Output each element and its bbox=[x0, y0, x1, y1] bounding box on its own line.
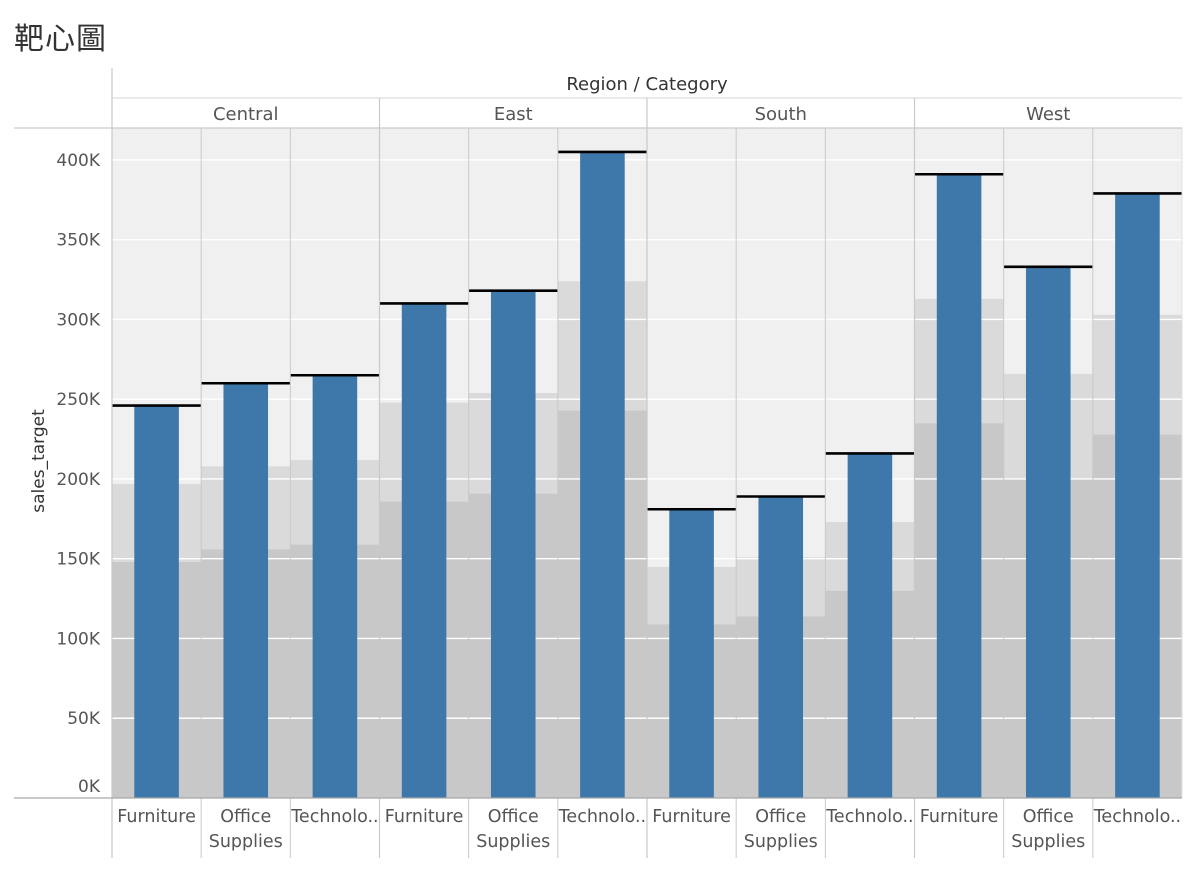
bar-central-1 bbox=[134, 405, 179, 798]
bar-west-1 bbox=[936, 174, 982, 798]
category-label: Technolo.. bbox=[1093, 807, 1181, 827]
category-label: Technolo.. bbox=[290, 807, 378, 827]
y-tick-label: 300K bbox=[56, 310, 100, 330]
y-tick-label: 100K bbox=[56, 629, 100, 649]
region-label-east: East bbox=[494, 104, 533, 125]
category-label: Technolo.. bbox=[825, 807, 913, 827]
y-tick-label: 400K bbox=[56, 151, 100, 171]
y-tick-label: 50K bbox=[67, 709, 101, 729]
band-south-2-3 bbox=[736, 128, 826, 558]
category-label: Office bbox=[755, 807, 806, 827]
category-label: Supplies bbox=[209, 832, 283, 852]
bar-south-1 bbox=[669, 509, 714, 798]
chart-title: 靶心圖 bbox=[14, 22, 107, 57]
y-axis-label: sales_target bbox=[29, 409, 49, 513]
region-label-west: West bbox=[1026, 104, 1070, 125]
category-label: Office bbox=[1023, 807, 1074, 827]
frame-layer bbox=[14, 68, 1183, 858]
y-tick-label: 150K bbox=[56, 550, 100, 570]
y-tick-label: 200K bbox=[56, 470, 100, 490]
category-label: Furniture bbox=[920, 807, 999, 827]
y-tick-label: 250K bbox=[56, 390, 100, 410]
category-label: Office bbox=[220, 807, 271, 827]
band-south-1-3 bbox=[647, 128, 737, 567]
category-label: Supplies bbox=[1011, 832, 1085, 852]
category-label: Technolo.. bbox=[558, 807, 646, 827]
text-layer: Furniture Office Supplies Technolo.. Central… bbox=[29, 74, 1181, 852]
category-label: Office bbox=[488, 807, 539, 827]
category-label: Furniture bbox=[117, 807, 196, 827]
category-label: Supplies bbox=[744, 832, 818, 852]
region-label-central: Central bbox=[213, 104, 279, 125]
bar-east-3 bbox=[580, 151, 625, 798]
bar-south-3 bbox=[847, 453, 893, 798]
bar-east-1 bbox=[401, 303, 447, 798]
category-label: Furniture bbox=[385, 807, 464, 827]
y-tick-label: 350K bbox=[56, 231, 100, 251]
region-label-south: South bbox=[755, 104, 807, 125]
bar-central-2 bbox=[223, 383, 269, 798]
bar-central-3 bbox=[312, 375, 358, 798]
bar-south-2 bbox=[758, 496, 804, 798]
bar-west-3 bbox=[1115, 193, 1160, 798]
category-label: Supplies bbox=[476, 832, 550, 852]
bar-east-2 bbox=[490, 290, 536, 798]
header-title: Region / Category bbox=[566, 74, 728, 95]
bar-west-2 bbox=[1025, 266, 1071, 798]
bars-layer bbox=[112, 150, 1182, 798]
category-label: Furniture bbox=[652, 807, 731, 827]
y-tick-label: 0K bbox=[78, 777, 101, 797]
